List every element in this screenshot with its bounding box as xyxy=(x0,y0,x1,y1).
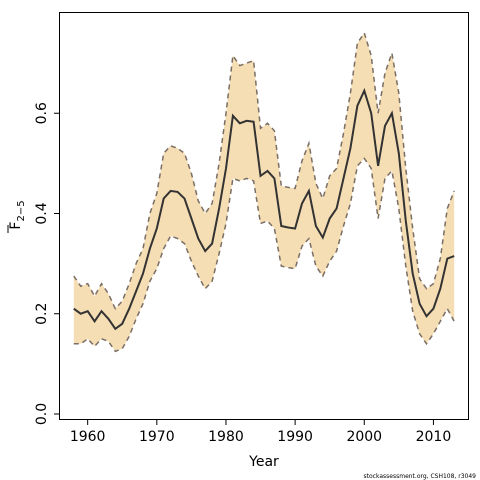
plot-frame xyxy=(59,12,469,420)
y-axis-title: F2−5 xyxy=(7,200,27,233)
x-tick-label: 2010 xyxy=(416,429,452,445)
credit-text: stockassessment.org, CSH108, r3049 xyxy=(364,473,477,480)
svg-text:F2−5: F2−5 xyxy=(8,200,27,229)
x-tick-label: 2000 xyxy=(346,429,382,445)
upper-bound-line xyxy=(73,31,455,311)
y-tick-label: 0.2 xyxy=(34,303,50,325)
lower-bound-line xyxy=(73,157,455,353)
y-tick-label: 0.6 xyxy=(34,102,50,124)
y-axis-title-main: F xyxy=(8,222,24,230)
y-tick-label: 0.4 xyxy=(34,202,50,224)
y-axis-title-sub: 2−5 xyxy=(16,200,27,221)
confidence-band xyxy=(73,33,455,352)
x-tick-label: 1980 xyxy=(208,429,244,445)
estimate-line xyxy=(73,87,455,331)
x-axis-title: Year xyxy=(248,454,279,470)
x-tick-label: 1990 xyxy=(277,429,313,445)
y-tick-label: 0.0 xyxy=(34,403,50,425)
x-tick-label: 1960 xyxy=(70,429,106,445)
x-tick-label: 1970 xyxy=(139,429,175,445)
